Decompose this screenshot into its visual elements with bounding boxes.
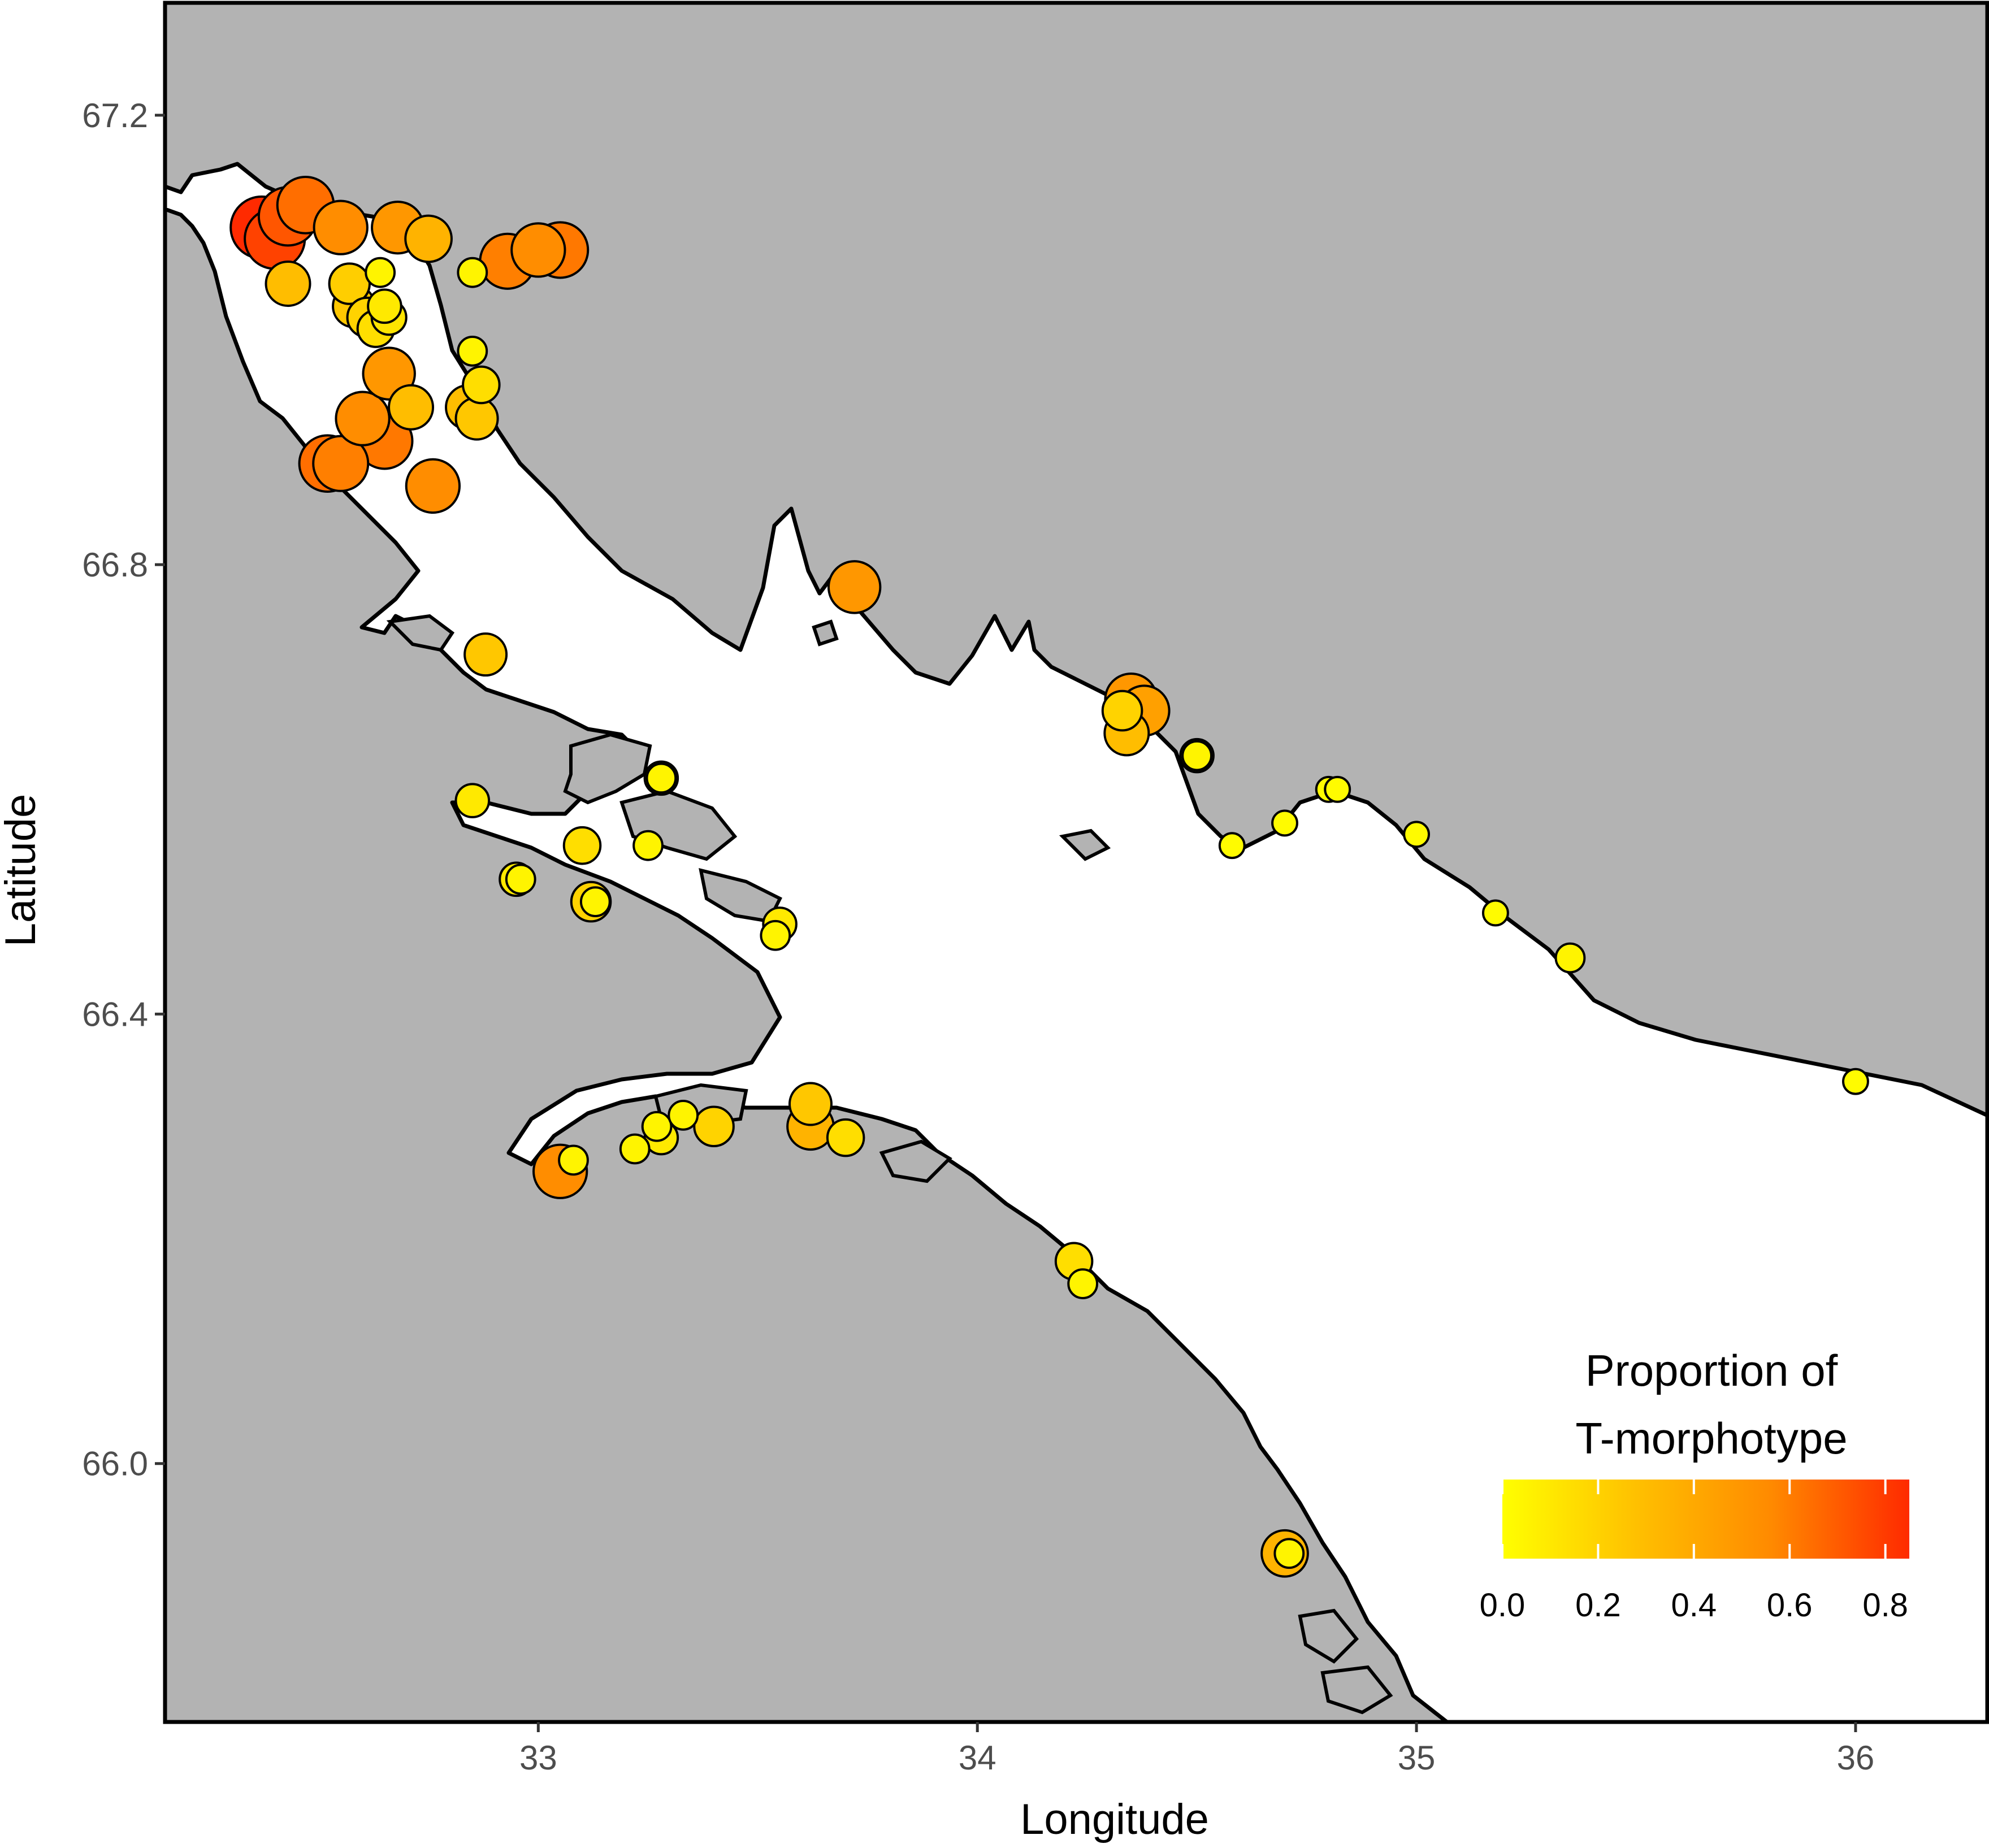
island	[1320, 1665, 1393, 1715]
sampling-point	[1218, 832, 1246, 860]
sampling-point	[388, 384, 435, 431]
legend-colorbar	[1502, 1480, 1909, 1559]
y-tick-label: 66.0	[82, 1445, 148, 1483]
island	[812, 619, 839, 647]
sampling-point	[641, 1110, 673, 1142]
sampling-point	[558, 1144, 589, 1176]
sampling-point	[579, 886, 611, 917]
sampling-point	[505, 864, 536, 895]
sampling-point	[367, 288, 402, 324]
sampling-point	[265, 261, 311, 307]
legend-ticks: 0.0 0.2 0.4 0.6 0.8	[1480, 1480, 1908, 1624]
sampling-point	[1324, 775, 1351, 803]
x-axis-title: Longitude	[1020, 1795, 1209, 1843]
sampling-point	[313, 199, 369, 255]
sampling-point	[510, 222, 566, 278]
sampling-point	[645, 762, 677, 794]
sampling-point	[1181, 740, 1213, 771]
sampling-point	[1273, 1538, 1305, 1569]
sampling-point	[335, 391, 391, 446]
map-panel	[165, 3, 1987, 1722]
island	[386, 614, 455, 652]
legend-tick-label: 0.4	[1671, 1587, 1717, 1624]
sampling-points	[229, 176, 1869, 1578]
legend-tick-label: 0.6	[1767, 1587, 1813, 1624]
sampling-point	[632, 830, 664, 861]
sampling-point	[365, 257, 396, 288]
island	[1298, 1608, 1359, 1664]
sampling-point	[693, 1105, 735, 1148]
y-axis: 66.0 66.4 66.8 67.2	[82, 97, 165, 1483]
sampling-point	[1481, 899, 1509, 927]
legend-tick-label: 0.8	[1862, 1587, 1908, 1624]
sampling-point	[1842, 1068, 1869, 1095]
white-sea-water	[165, 162, 1987, 1722]
legend-title-line2: T-morphotype	[1575, 1413, 1847, 1463]
sampling-point	[454, 783, 491, 818]
legend-tick-label: 0.2	[1575, 1587, 1621, 1624]
x-axis: 33 34 35 36	[519, 1722, 1874, 1777]
sampling-point	[1403, 821, 1431, 848]
sampling-point	[457, 335, 488, 367]
sampling-point	[760, 919, 791, 951]
sampling-point	[668, 1099, 699, 1131]
x-tick-label: 36	[1837, 1739, 1875, 1777]
sampling-point	[826, 1118, 865, 1157]
x-tick-label: 35	[1398, 1739, 1436, 1777]
sampling-point	[562, 826, 602, 865]
sampling-point	[1101, 689, 1143, 732]
y-axis-title: Latitude	[0, 794, 45, 947]
sampling-point	[463, 632, 508, 677]
legend-title-line1: Proportion of	[1585, 1346, 1838, 1395]
sampling-point	[404, 214, 453, 263]
y-tick-label: 66.4	[82, 995, 148, 1033]
island	[879, 1139, 952, 1183]
sampling-point	[312, 435, 370, 492]
sampling-point	[454, 396, 499, 441]
panel-border	[163, 1, 1989, 1724]
x-tick-label: 33	[519, 1739, 557, 1777]
sampling-point	[827, 560, 882, 614]
sampling-point	[1271, 809, 1298, 837]
sampling-point	[405, 458, 461, 514]
sampling-point	[788, 1082, 833, 1126]
legend-tick-label: 0.0	[1480, 1587, 1526, 1624]
island	[563, 732, 652, 805]
sampling-point	[619, 1133, 651, 1165]
island	[1059, 828, 1111, 861]
legend: Proportion of T-morphotype 0.0 0.2 0.4 0.6 0…	[1480, 1346, 1909, 1624]
y-tick-label: 67.2	[82, 97, 148, 135]
sampling-point	[462, 365, 501, 405]
sampling-point	[1067, 1268, 1099, 1299]
sampling-point	[1554, 942, 1586, 974]
y-tick-label: 66.8	[82, 546, 148, 584]
sampling-point	[457, 257, 488, 288]
x-tick-label: 34	[959, 1739, 996, 1777]
